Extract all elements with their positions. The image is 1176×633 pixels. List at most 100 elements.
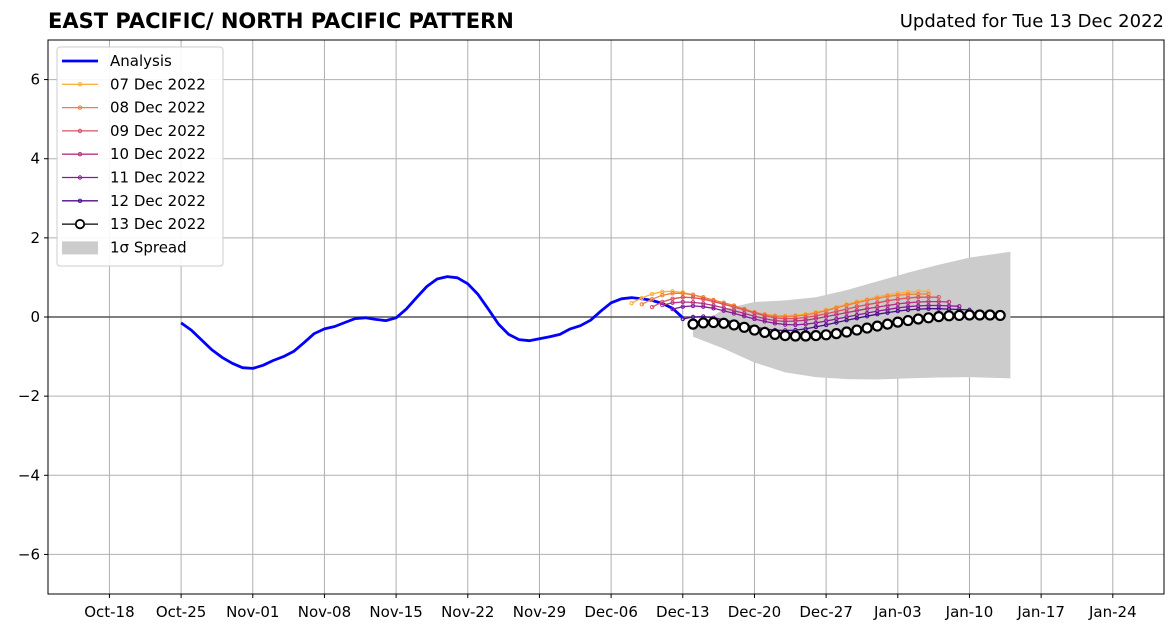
legend-item: 11 Dec 2022 bbox=[62, 169, 206, 187]
legend-item: 09 Dec 2022 bbox=[62, 122, 206, 140]
series-point bbox=[823, 311, 829, 317]
series-point bbox=[861, 322, 873, 334]
legend-label: 09 Dec 2022 bbox=[110, 122, 206, 140]
y-tick-label: −2 bbox=[18, 387, 40, 405]
series-point bbox=[670, 296, 675, 301]
series-point bbox=[687, 318, 699, 330]
series-point bbox=[748, 324, 761, 336]
series-point bbox=[823, 322, 829, 328]
series-point bbox=[731, 308, 737, 313]
series-point bbox=[680, 291, 685, 296]
updated-date: Updated for Tue 13 Dec 2022 bbox=[899, 11, 1164, 32]
legend-items: Analysis 07 Dec 2022 08 Dec 2022 09 Dec 202… bbox=[62, 52, 206, 256]
legend-label: 10 Dec 2022 bbox=[110, 145, 206, 163]
series-point bbox=[830, 328, 842, 340]
series-point bbox=[701, 296, 706, 302]
series-point bbox=[793, 316, 798, 321]
series-point bbox=[885, 310, 890, 315]
series-point bbox=[895, 293, 900, 298]
series-point bbox=[803, 312, 808, 318]
legend-label: 08 Dec 2022 bbox=[110, 99, 206, 117]
legend-item: 08 Dec 2022 bbox=[62, 99, 206, 117]
chart-title: EAST PACIFIC/ NORTH PACIFIC PATTERN bbox=[48, 9, 514, 33]
series-point bbox=[933, 311, 945, 323]
series-group bbox=[649, 295, 941, 321]
series-point bbox=[711, 299, 716, 304]
series-point bbox=[844, 317, 849, 323]
series-point bbox=[813, 310, 819, 316]
series-point bbox=[742, 314, 747, 319]
series-point bbox=[875, 296, 880, 301]
series-point bbox=[895, 308, 900, 314]
series-point bbox=[742, 311, 747, 316]
x-tick-label: Oct-25 bbox=[156, 603, 206, 621]
series-point bbox=[690, 303, 696, 309]
series-point bbox=[803, 315, 808, 320]
series-point bbox=[697, 317, 709, 329]
series-point bbox=[943, 310, 955, 322]
series-point bbox=[936, 299, 941, 304]
analysis-polyline bbox=[180, 275, 684, 370]
series-point bbox=[834, 312, 839, 317]
series-point bbox=[895, 301, 900, 307]
series-point bbox=[841, 326, 853, 338]
series-point bbox=[810, 329, 822, 342]
series-point bbox=[707, 316, 720, 329]
series-point bbox=[793, 322, 798, 328]
legend: Analysis 07 Dec 2022 08 Dec 2022 09 Dec 202… bbox=[56, 46, 224, 267]
series-point bbox=[892, 316, 904, 328]
series-point bbox=[953, 309, 965, 322]
series-point bbox=[680, 299, 685, 305]
series-point bbox=[885, 303, 890, 308]
legend-marker bbox=[77, 152, 83, 157]
series-point bbox=[820, 329, 832, 341]
series-point bbox=[854, 315, 860, 321]
forecast-series bbox=[629, 289, 1006, 342]
series-point bbox=[926, 295, 931, 300]
x-tick-label: Jan-17 bbox=[1016, 603, 1065, 621]
series-point bbox=[864, 314, 870, 319]
series-point bbox=[759, 326, 771, 339]
legend-marker bbox=[77, 82, 83, 87]
x-tick-label: Nov-01 bbox=[226, 603, 279, 621]
series-point bbox=[803, 317, 808, 323]
series-line bbox=[651, 296, 939, 320]
series-point bbox=[905, 307, 911, 313]
x-tick-label: Nov-15 bbox=[369, 603, 422, 621]
series-point bbox=[916, 295, 921, 300]
series-point bbox=[936, 295, 941, 300]
series-point bbox=[875, 304, 880, 310]
series-group bbox=[660, 299, 952, 324]
legend-marker bbox=[77, 128, 83, 134]
series-point bbox=[916, 289, 921, 294]
series-point bbox=[803, 321, 808, 327]
series-point bbox=[871, 320, 883, 332]
legend-label: 11 Dec 2022 bbox=[110, 169, 206, 187]
x-tick-label: Dec-06 bbox=[584, 603, 638, 621]
series-point bbox=[864, 306, 870, 311]
series-point bbox=[738, 321, 750, 333]
series-point bbox=[854, 300, 860, 305]
series-point bbox=[639, 295, 645, 301]
series-point bbox=[782, 316, 788, 321]
series-point bbox=[762, 313, 767, 319]
series-point bbox=[926, 306, 931, 311]
legend-marker bbox=[74, 219, 86, 230]
series-point bbox=[660, 302, 665, 308]
series-point bbox=[963, 309, 976, 321]
series-point bbox=[834, 320, 839, 325]
series-point bbox=[639, 302, 645, 307]
analysis-line bbox=[180, 275, 684, 370]
series-point bbox=[718, 317, 730, 329]
series-group bbox=[687, 309, 1006, 342]
series-point bbox=[994, 309, 1006, 322]
y-tick-label: 2 bbox=[30, 229, 40, 247]
series-point bbox=[670, 306, 675, 312]
x-tick-label: Nov-08 bbox=[298, 603, 351, 621]
y-tick-label: −4 bbox=[18, 466, 40, 484]
legend-item: 10 Dec 2022 bbox=[62, 145, 206, 163]
series-point bbox=[823, 318, 829, 324]
series-point bbox=[885, 298, 890, 303]
series-point bbox=[670, 291, 675, 296]
